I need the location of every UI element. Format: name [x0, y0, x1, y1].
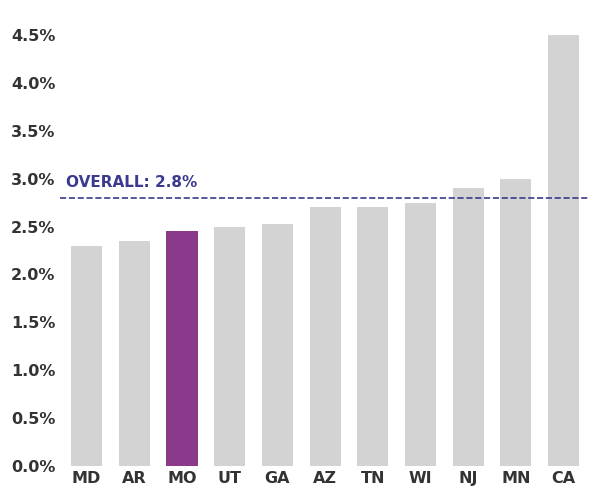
Bar [501, 179, 531, 466]
Bar [262, 224, 293, 466]
Bar [358, 207, 388, 466]
Bar [453, 188, 484, 466]
Bar [310, 207, 341, 466]
Bar [405, 203, 436, 466]
Bar [548, 35, 579, 466]
Bar [166, 232, 198, 466]
Bar [214, 227, 245, 466]
Bar [71, 246, 102, 466]
Text: OVERALL: 2.8%: OVERALL: 2.8% [66, 175, 197, 190]
Bar [119, 241, 150, 466]
